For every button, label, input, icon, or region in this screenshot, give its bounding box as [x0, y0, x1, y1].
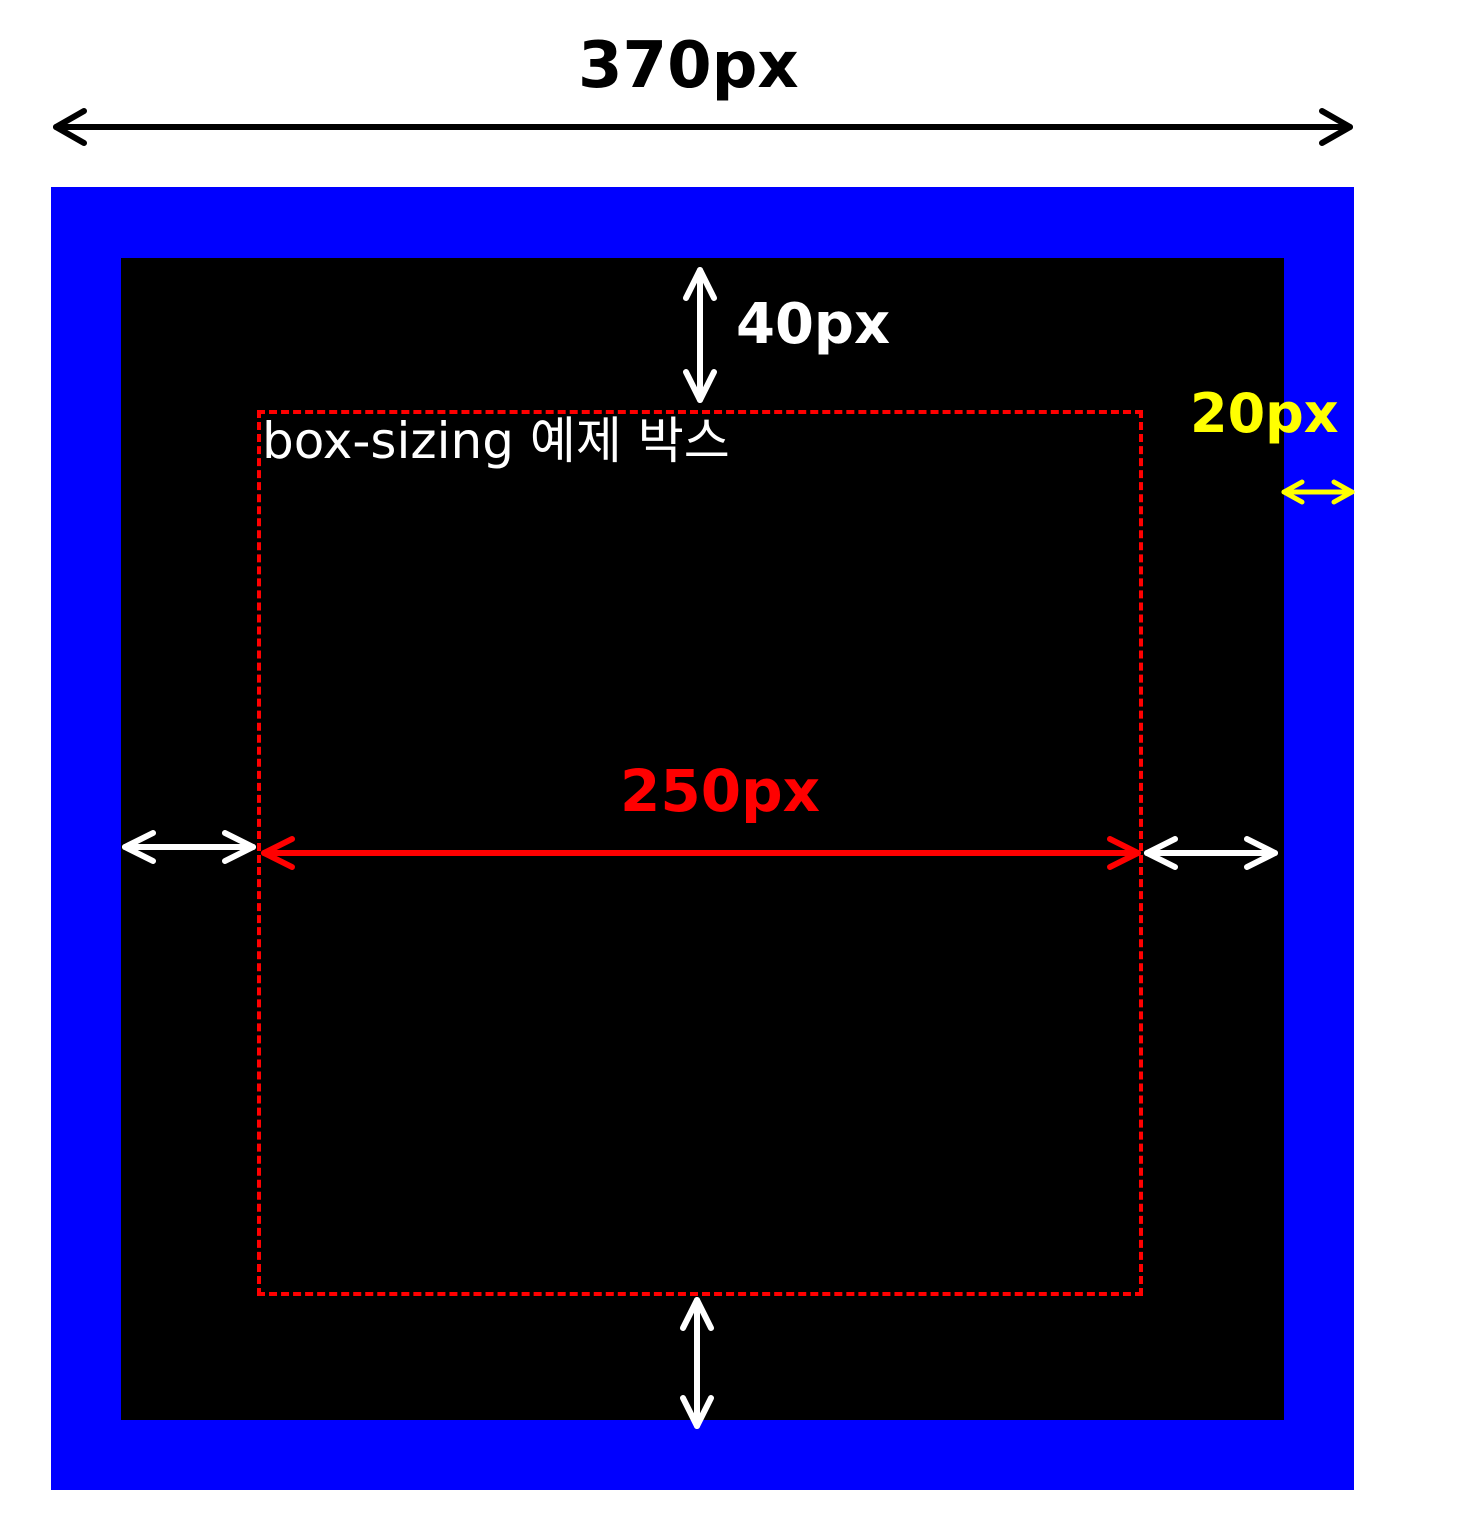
- content-width-arrow: [261, 836, 1141, 870]
- box-content-text: box-sizing 예제 박스: [262, 412, 730, 470]
- padding-top-arrow: [683, 267, 717, 403]
- content-width-label: 250px: [620, 757, 820, 825]
- padding-left-arrow: [122, 830, 256, 864]
- total-width-arrow: [53, 108, 1353, 146]
- border-width-arrow: [1281, 479, 1355, 505]
- total-width-label: 370px: [578, 29, 799, 103]
- box-padding-area: [121, 258, 1284, 1420]
- padding-label: 40px: [736, 292, 891, 357]
- padding-bottom-arrow: [680, 1297, 714, 1429]
- padding-right-arrow: [1144, 836, 1278, 870]
- border-width-label: 20px: [1190, 382, 1339, 445]
